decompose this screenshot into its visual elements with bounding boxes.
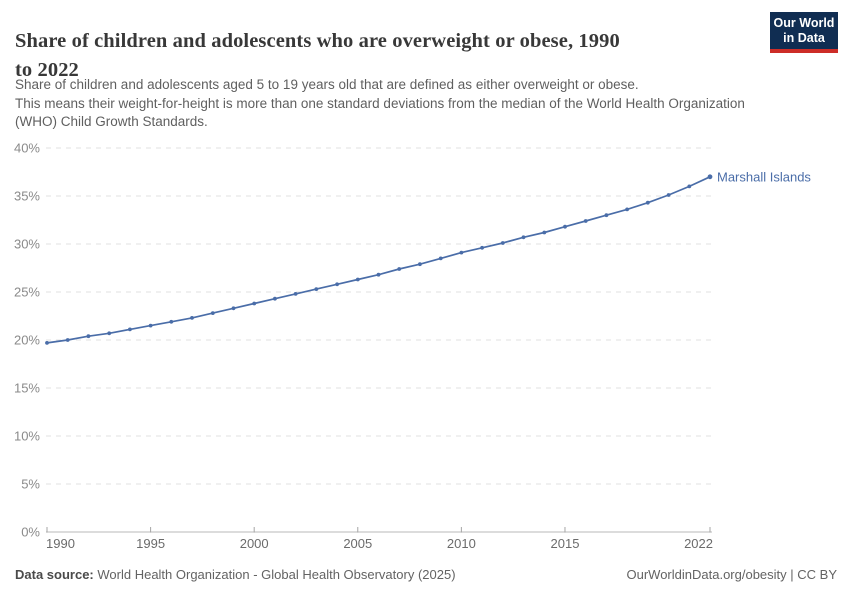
data-point[interactable] xyxy=(314,287,319,291)
data-point[interactable] xyxy=(148,323,153,328)
data-point[interactable] xyxy=(252,301,257,306)
y-tick-label: 10% xyxy=(14,429,40,444)
data-point[interactable] xyxy=(190,316,194,320)
owid-license-link[interactable]: OurWorldinData.org/obesity | CC BY xyxy=(626,567,838,582)
owid-logo[interactable]: Our World in Data xyxy=(770,12,838,53)
data-point[interactable] xyxy=(293,292,298,296)
data-source: Data source: World Health Organization -… xyxy=(15,567,456,582)
x-tick-label: 1995 xyxy=(136,536,165,551)
y-tick-label: 30% xyxy=(14,237,40,252)
page-title-line1: Share of children and adolescents who ar… xyxy=(15,29,620,52)
x-tick-label: 2010 xyxy=(447,536,476,551)
subtitle-line2: This means their weight-for-height is mo… xyxy=(15,95,745,111)
x-tick-label: 2015 xyxy=(551,536,580,551)
data-point[interactable] xyxy=(107,331,112,336)
y-tick-label: 0% xyxy=(21,525,40,540)
y-tick-label: 40% xyxy=(14,141,40,156)
data-source-label: Data source: xyxy=(15,567,94,582)
data-point[interactable] xyxy=(355,277,360,282)
data-point[interactable] xyxy=(480,245,484,250)
data-point[interactable] xyxy=(625,207,629,212)
y-tick-label: 35% xyxy=(14,189,40,204)
data-point[interactable] xyxy=(169,319,174,324)
line-chart[interactable]: 0% 5% 10% 15% 20% 25% 30% 35% 40% 1990 1995 2000 200… xyxy=(0,135,850,565)
data-point[interactable] xyxy=(418,262,422,267)
data-point[interactable] xyxy=(273,296,277,301)
data-point[interactable] xyxy=(707,174,713,180)
chart-area[interactable]: 0% 5% 10% 15% 20% 25% 30% 35% 40% 1990 1995 2000 200… xyxy=(0,135,850,565)
data-point[interactable] xyxy=(521,235,526,240)
page-title-line2: to 2022 xyxy=(15,58,79,81)
data-point[interactable] xyxy=(45,341,49,345)
owid-logo-line1: Our World xyxy=(773,16,835,30)
subtitle-line3: (WHO) Child Growth Standards. xyxy=(15,114,208,129)
y-tick-label: 15% xyxy=(14,381,40,396)
data-point[interactable] xyxy=(86,334,91,339)
y-tick-label: 5% xyxy=(21,477,40,492)
data-point[interactable] xyxy=(500,241,505,245)
subtitle-line1: Share of children and adolescents aged 5… xyxy=(15,77,639,92)
y-tick-label: 25% xyxy=(14,285,40,300)
x-tick-label: 2000 xyxy=(240,536,269,551)
data-source-text: World Health Organization - Global Healt… xyxy=(97,567,456,582)
data-point[interactable] xyxy=(65,338,70,342)
page-title: Share of children and adolescents who ar… xyxy=(15,27,763,85)
owid-logo-line2: in Data xyxy=(783,31,825,45)
data-point[interactable] xyxy=(563,224,567,229)
data-point[interactable] xyxy=(459,250,464,255)
data-point[interactable] xyxy=(666,193,671,197)
data-point[interactable] xyxy=(335,282,339,287)
data-point[interactable] xyxy=(583,219,588,223)
data-point[interactable] xyxy=(397,267,402,271)
chart-footer: Data source: World Health Organization -… xyxy=(15,567,837,582)
data-point[interactable] xyxy=(645,200,650,205)
data-point[interactable] xyxy=(604,213,609,218)
x-tick-label: 2022 xyxy=(684,536,713,551)
data-point[interactable] xyxy=(210,311,215,315)
chart-subtitle: Share of children and adolescents aged 5… xyxy=(15,76,848,132)
x-tick-label: 1990 xyxy=(46,536,75,551)
data-point[interactable] xyxy=(127,327,132,332)
data-point[interactable] xyxy=(438,256,443,261)
y-tick-label: 20% xyxy=(14,333,40,348)
data-point[interactable] xyxy=(687,184,692,189)
data-point[interactable] xyxy=(376,272,381,277)
series-end-label[interactable]: Marshall Islands xyxy=(717,169,811,184)
data-point[interactable] xyxy=(231,306,236,311)
x-tick-label: 2005 xyxy=(343,536,372,551)
trend-line[interactable] xyxy=(46,176,711,344)
data-point[interactable] xyxy=(542,230,547,235)
